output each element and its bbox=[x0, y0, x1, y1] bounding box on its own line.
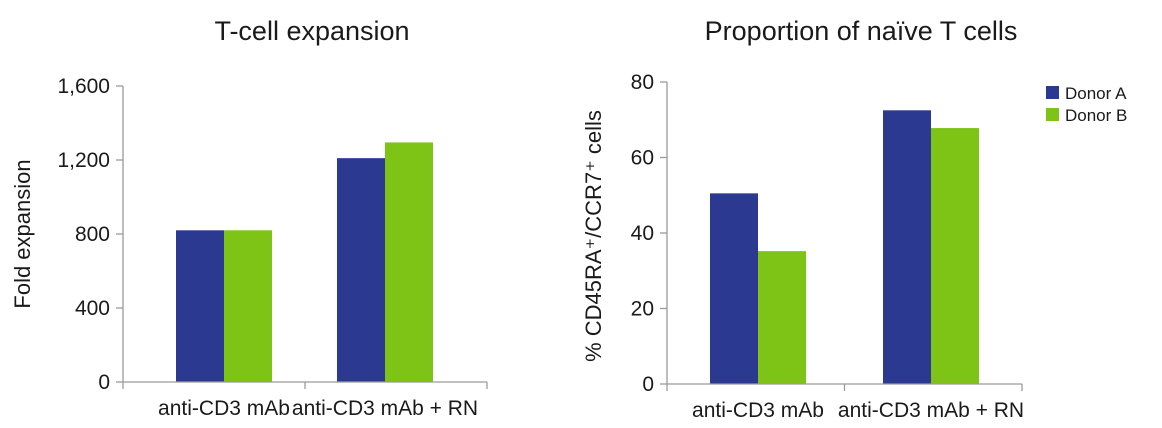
legend-swatch bbox=[1046, 108, 1059, 121]
y-tick-label: 1,200 bbox=[57, 149, 110, 172]
y-axis-label: % CD45RA⁺/CCR7⁺ cells bbox=[581, 110, 606, 362]
x-tick-label: anti-CD3 mAb bbox=[158, 397, 290, 420]
bar-donor-b bbox=[385, 142, 433, 382]
chart-naive-t-cells: Proportion of naïve T cells % CD45RA⁺/CC… bbox=[581, 16, 1127, 422]
x-tick-label: anti-CD3 mAb bbox=[692, 399, 824, 422]
chart-t-cell-expansion: T-cell expansion Fold expansion 0 400 800 1… bbox=[10, 16, 488, 420]
bar-donor-a bbox=[337, 158, 385, 382]
bar-donor-a bbox=[883, 110, 931, 384]
y-tick-label: 80 bbox=[631, 71, 654, 94]
legend: Donor A Donor B bbox=[1046, 84, 1127, 125]
legend-label: Donor A bbox=[1065, 84, 1127, 103]
bar-donor-b bbox=[931, 128, 979, 384]
bar-donor-b bbox=[758, 251, 806, 384]
bar-donor-b bbox=[224, 230, 272, 382]
y-axis-label: Fold expansion bbox=[10, 159, 35, 308]
ticks: 0 20 40 60 80 anti-CD3 mAb anti-CD3 mAb + RN bbox=[631, 71, 1024, 422]
y-tick-label: 0 bbox=[98, 371, 110, 394]
chart-title: T-cell expansion bbox=[214, 16, 409, 46]
ticks: 0 400 800 1,200 1,600 anti-CD3 mAb anti-CD3 mA… bbox=[57, 75, 488, 420]
x-tick-label: anti-CD3 mAb + RN bbox=[838, 399, 1024, 422]
bar-donor-a bbox=[176, 230, 224, 382]
legend-swatch bbox=[1046, 86, 1059, 99]
bar-donor-a bbox=[710, 193, 758, 384]
legend-label: Donor B bbox=[1065, 106, 1127, 125]
bars bbox=[176, 142, 433, 382]
y-tick-label: 60 bbox=[631, 147, 654, 170]
y-tick-label: 0 bbox=[642, 373, 654, 396]
bars bbox=[710, 110, 979, 384]
y-tick-label: 20 bbox=[631, 298, 654, 321]
y-tick-label: 40 bbox=[631, 222, 654, 245]
chart-title: Proportion of naïve T cells bbox=[705, 16, 1018, 46]
y-tick-label: 800 bbox=[75, 223, 110, 246]
y-tick-label: 400 bbox=[75, 297, 110, 320]
x-tick-label: anti-CD3 mAb + RN bbox=[292, 397, 478, 420]
y-tick-label: 1,600 bbox=[57, 75, 110, 98]
